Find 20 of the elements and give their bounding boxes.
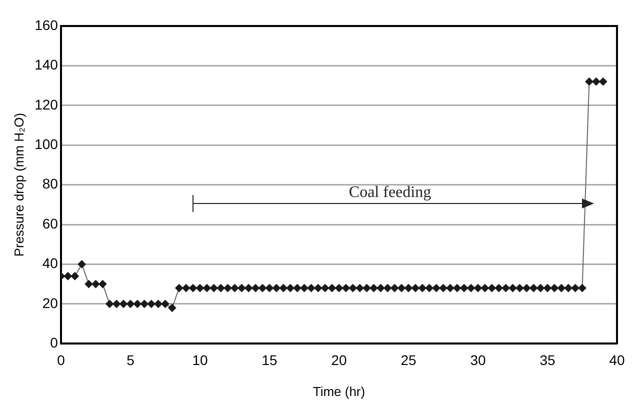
x-axis-title: Time (hr) — [312, 384, 366, 399]
y-tick-label: 40 — [42, 255, 58, 272]
x-tick-label: 10 — [192, 352, 208, 368]
x-tick-label: 15 — [262, 352, 278, 368]
x-tick-label: 40 — [609, 352, 625, 368]
y-tick-label: 60 — [42, 215, 58, 232]
annotation: Coal feeding — [348, 184, 432, 202]
y-tick-label: 100 — [34, 136, 58, 152]
x-tick-label: 20 — [331, 352, 347, 368]
y-tick-label: 120 — [34, 96, 58, 112]
x-tick-label: 35 — [540, 352, 556, 368]
y-tick-label: 20 — [42, 294, 58, 311]
y-tick-label: 140 — [34, 56, 58, 73]
x-tick-label: 25 — [400, 352, 416, 368]
x-tick-label: 5 — [126, 352, 135, 368]
y-tick-label: 80 — [42, 176, 58, 192]
y-tick-label: 160 — [34, 16, 58, 33]
y-axis-title: Pressure drop (mm H₂O) — [11, 112, 26, 257]
y-tick-label: 0 — [50, 334, 58, 350]
x-tick-label: 30 — [470, 352, 486, 368]
